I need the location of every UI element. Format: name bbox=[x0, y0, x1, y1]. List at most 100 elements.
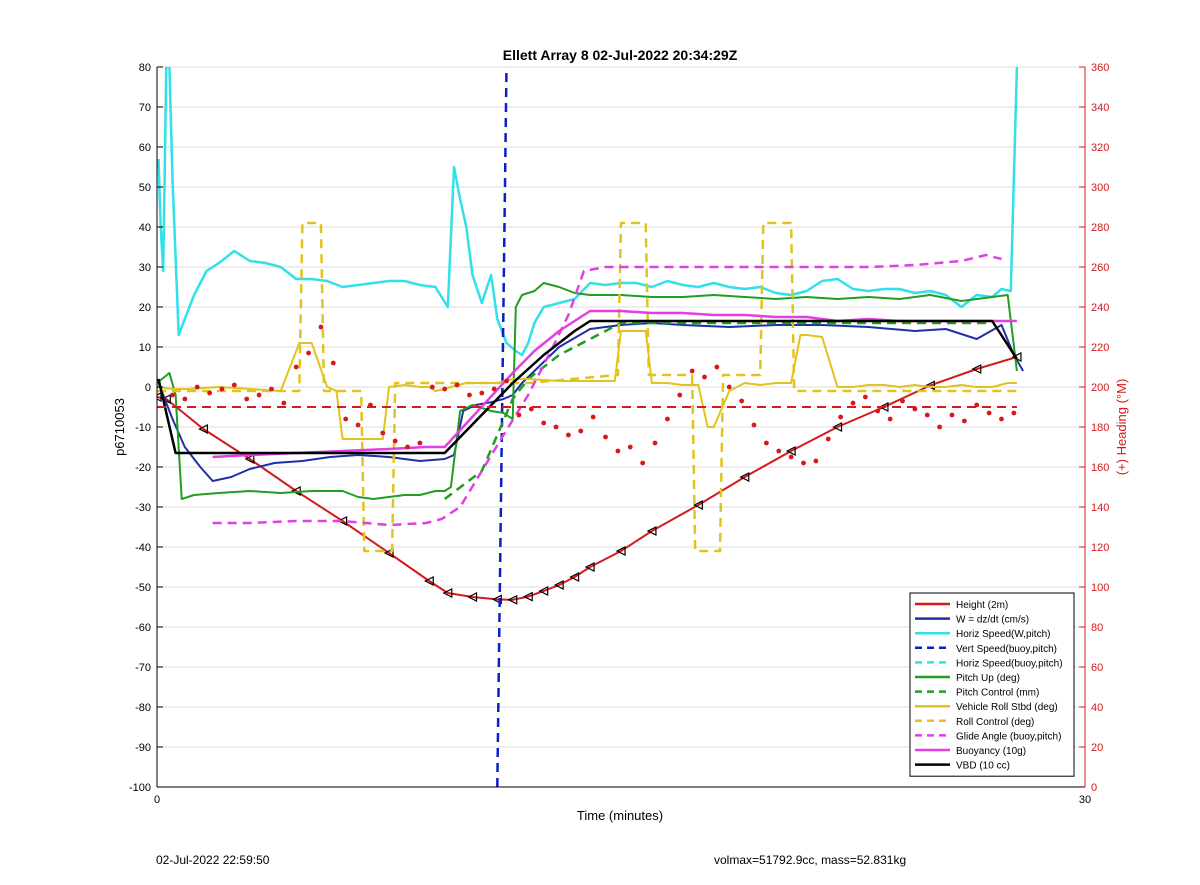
series-13-point bbox=[825, 436, 831, 442]
series-0-marker bbox=[739, 472, 750, 482]
legend-box bbox=[909, 592, 1075, 777]
series-13-point bbox=[739, 398, 745, 404]
series-9-line bbox=[212, 253, 1002, 527]
series-13-point bbox=[813, 458, 819, 464]
series-8-line bbox=[157, 221, 1017, 553]
series-13-point bbox=[776, 448, 782, 454]
y-tick-label-right: 360 bbox=[1091, 62, 1109, 74]
series-13-point bbox=[467, 392, 472, 398]
y-tick-label-left: -80 bbox=[135, 702, 151, 714]
series-13-point bbox=[726, 384, 732, 390]
series-13-point bbox=[306, 350, 311, 356]
series-13-point bbox=[652, 440, 658, 446]
footer-timestamp: 02-Jul-2022 22:59:50 bbox=[156, 853, 270, 867]
legend-label: Horiz Speed(W,pitch) bbox=[956, 629, 1050, 640]
series-11-line bbox=[157, 319, 1018, 455]
footer-volmax-mass: volmax=51792.9cc, mass=52.831kg bbox=[714, 853, 907, 867]
series-group bbox=[157, 67, 1024, 787]
y-tick-label-left: -30 bbox=[135, 502, 151, 514]
y-tick-label-right: 60 bbox=[1091, 662, 1103, 674]
series-13-point bbox=[924, 412, 930, 418]
series-0-marker bbox=[832, 422, 843, 432]
y-tick-label-left: -60 bbox=[135, 622, 151, 634]
series-13-point bbox=[318, 324, 324, 330]
y-tick-label-right: 120 bbox=[1091, 542, 1109, 554]
series-0-line bbox=[157, 356, 1018, 601]
y-axis-left-label: p6710053 bbox=[112, 398, 127, 456]
series-13-point bbox=[615, 448, 621, 454]
series-13-point bbox=[590, 414, 596, 420]
y-axis-right-label: (+) Heading (°M) bbox=[1114, 379, 1129, 476]
series-13-point bbox=[244, 396, 250, 402]
series-13-point bbox=[256, 392, 262, 398]
legend-label: Vert Speed(buoy,pitch) bbox=[956, 644, 1057, 655]
series-13-point bbox=[702, 374, 707, 380]
y-tick-label-left: 80 bbox=[139, 62, 151, 74]
series-13-point bbox=[961, 418, 967, 424]
series-0-marker bbox=[423, 576, 434, 586]
y-tick-label-left: 70 bbox=[139, 102, 151, 114]
series-0-marker bbox=[383, 548, 394, 558]
series-13-point bbox=[900, 398, 905, 404]
y-tick-label-right: 0 bbox=[1091, 782, 1097, 794]
y-tick-label-left: -90 bbox=[135, 742, 151, 754]
series-13-point bbox=[763, 440, 769, 446]
series-0-marker bbox=[157, 392, 162, 402]
y-tick-label-left: -20 bbox=[135, 462, 151, 474]
y-tick-label-right: 300 bbox=[1091, 182, 1109, 194]
x-axis-label: Time (minutes) bbox=[577, 808, 663, 823]
y-tick-label-left: -10 bbox=[135, 422, 151, 434]
y-tick-label-right: 220 bbox=[1091, 342, 1109, 354]
series-13-point bbox=[751, 422, 757, 428]
series-13-point bbox=[442, 386, 448, 392]
legend-label: Roll Control (deg) bbox=[956, 717, 1034, 728]
series-13-point bbox=[887, 416, 893, 422]
series-13-point bbox=[986, 410, 992, 416]
series-13-point bbox=[269, 386, 274, 392]
series-13-point bbox=[504, 378, 509, 384]
series-13-point bbox=[281, 400, 287, 406]
series-13-point bbox=[566, 432, 571, 438]
series-0-marker bbox=[491, 594, 502, 605]
series-13-point bbox=[405, 444, 410, 450]
y-tick-label-left: 40 bbox=[139, 222, 151, 234]
series-13-point bbox=[479, 390, 485, 396]
series-0-marker bbox=[615, 546, 626, 556]
series-0-marker bbox=[584, 562, 595, 572]
y-tick-label-left: -50 bbox=[135, 582, 151, 594]
series-0-marker bbox=[507, 594, 518, 605]
series-13-point bbox=[999, 416, 1004, 422]
y-tick-label-right: 240 bbox=[1091, 302, 1109, 314]
series-13-point bbox=[627, 444, 633, 450]
series-7-line bbox=[157, 330, 1017, 440]
y-tick-label-right: 320 bbox=[1091, 142, 1109, 154]
y-tick-label-right: 180 bbox=[1091, 422, 1109, 434]
series-13-point bbox=[528, 406, 534, 412]
series-13-point bbox=[207, 390, 212, 396]
series-13-point bbox=[231, 382, 237, 388]
series-0-marker bbox=[569, 572, 580, 582]
series-13-point bbox=[219, 386, 225, 392]
series-13-point bbox=[850, 400, 856, 406]
y-tick-label-right: 40 bbox=[1091, 702, 1103, 714]
series-13-point bbox=[541, 420, 547, 426]
series-13-point bbox=[912, 406, 918, 412]
legend-label: Glide Angle (buoy,pitch) bbox=[956, 731, 1061, 742]
y-tick-label-left: 20 bbox=[139, 302, 151, 314]
legend-label: Horiz Speed(buoy,pitch) bbox=[956, 658, 1063, 669]
series-13-point bbox=[838, 414, 844, 420]
y-tick-label-left: -70 bbox=[135, 662, 151, 674]
series-6-line bbox=[443, 321, 993, 500]
axes: 80706050403020100-10-20-30-40-50-60-70-8… bbox=[129, 62, 1109, 806]
series-13-point bbox=[640, 460, 646, 466]
series-0-marker bbox=[198, 424, 208, 434]
series-13-point bbox=[578, 428, 584, 434]
x-tick-label: 0 bbox=[154, 794, 160, 806]
y-tick-label-left: -40 bbox=[135, 542, 151, 554]
y-tick-label-left: -100 bbox=[129, 782, 151, 794]
legend: Height (2m) W = dz/dt (cm/s) Horiz Speed(W… bbox=[909, 592, 1075, 777]
series-13-point bbox=[603, 434, 608, 440]
series-13-point bbox=[516, 412, 522, 418]
series-2-line bbox=[157, 67, 1019, 357]
